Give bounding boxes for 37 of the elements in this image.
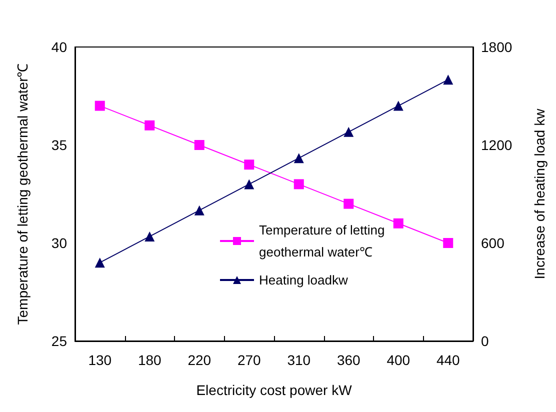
point (443, 74, 454, 85)
y2-tick-label: 1800 (481, 39, 512, 55)
y-tick-label: 40 (51, 39, 68, 55)
point (244, 179, 254, 190)
x-tick-label: 220 (188, 352, 212, 368)
x-tick-label: 360 (336, 352, 361, 368)
point (144, 231, 155, 242)
x-tick-label: 270 (237, 352, 262, 368)
y2-tick-label: 600 (481, 235, 505, 251)
x-tick-label: 180 (138, 352, 162, 368)
y-tick-label: 25 (51, 333, 68, 349)
point (144, 120, 155, 130)
x-tick-label: 400 (386, 352, 410, 368)
point (443, 238, 454, 248)
point (294, 179, 304, 190)
point (94, 258, 105, 268)
x-tick-label: 440 (436, 352, 460, 368)
y2-tick-label: 0 (481, 333, 489, 349)
x-axis-title: Electricity cost power kW (196, 382, 353, 398)
x-tick-label: 310 (287, 352, 311, 368)
point (344, 198, 354, 209)
point (244, 160, 254, 170)
legend-label: Temperature of letting geothermal water℃ (259, 222, 388, 260)
point (194, 205, 204, 216)
point (393, 100, 404, 111)
y2-axis-title: Increase of heating load kw (532, 108, 548, 280)
point (294, 153, 304, 164)
point (344, 126, 354, 137)
x-tick-label: 130 (88, 352, 112, 368)
y-axis-title: Temperature of letting geothermal water℃ (14, 63, 30, 325)
legend-label: Heating loadkw (259, 272, 348, 288)
y-tick-label: 30 (51, 235, 68, 251)
point (393, 218, 404, 228)
point (94, 100, 105, 111)
y2-tick-label: 1200 (481, 137, 512, 153)
point (194, 140, 204, 150)
y-tick-label: 35 (51, 137, 68, 153)
